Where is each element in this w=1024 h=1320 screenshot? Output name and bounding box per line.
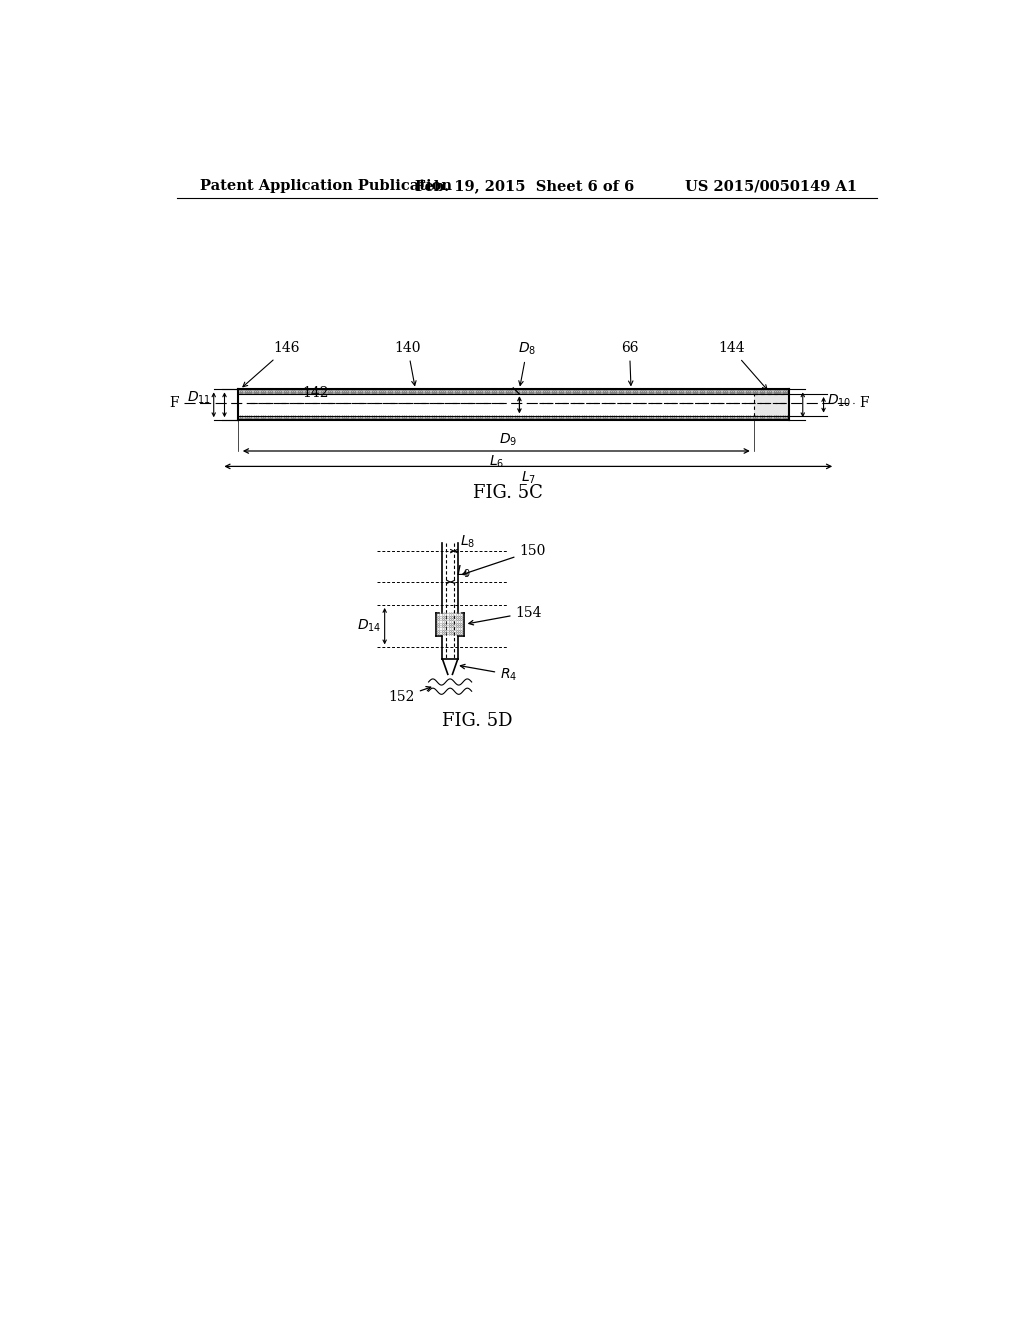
Text: F: F	[169, 396, 179, 411]
Text: 144: 144	[718, 342, 767, 389]
Text: 152: 152	[388, 686, 431, 705]
Text: $D_{14}$: $D_{14}$	[357, 618, 382, 635]
Bar	[755, 395, 788, 416]
Text: FIG. 5C: FIG. 5C	[473, 484, 543, 503]
Text: $R_4$: $R_4$	[461, 664, 517, 682]
Text: 154: 154	[469, 606, 542, 624]
Text: $L_8$: $L_8$	[460, 533, 475, 549]
Text: $L_9$: $L_9$	[457, 564, 471, 581]
Text: $D_{11}$: $D_{11}$	[186, 389, 211, 405]
Text: US 2015/0050149 A1: US 2015/0050149 A1	[685, 180, 857, 193]
Text: 140: 140	[394, 342, 421, 385]
Text: $D_8$: $D_8$	[518, 341, 537, 385]
Bar	[239, 416, 788, 420]
Text: $D_{10}$: $D_{10}$	[826, 392, 851, 409]
Text: $L_7$: $L_7$	[521, 470, 537, 486]
Text: $L_6$: $L_6$	[488, 454, 504, 470]
Text: 146: 146	[243, 342, 299, 387]
Text: F: F	[860, 396, 869, 411]
Text: 142: 142	[302, 387, 329, 400]
Text: FIG. 5D: FIG. 5D	[441, 711, 512, 730]
Bar	[239, 389, 788, 395]
Text: $D_9$: $D_9$	[499, 432, 517, 449]
Text: Patent Application Publication: Patent Application Publication	[200, 180, 452, 193]
Text: 150: 150	[463, 544, 546, 576]
Text: 66: 66	[621, 342, 638, 385]
Text: Feb. 19, 2015  Sheet 6 of 6: Feb. 19, 2015 Sheet 6 of 6	[416, 180, 635, 193]
